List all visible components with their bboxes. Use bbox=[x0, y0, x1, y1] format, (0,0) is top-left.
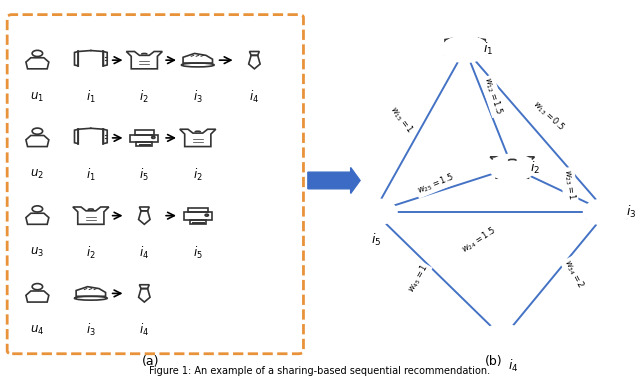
Text: (b): (b) bbox=[484, 355, 502, 369]
Text: $i_4$: $i_4$ bbox=[508, 358, 518, 373]
Text: Figure 1: An example of a sharing-based sequential recommendation.: Figure 1: An example of a sharing-based … bbox=[149, 366, 491, 376]
Text: (a): (a) bbox=[142, 355, 159, 369]
Text: $i_4$: $i_4$ bbox=[140, 322, 149, 338]
Text: $i_4$: $i_4$ bbox=[250, 89, 259, 105]
Text: $i_5$: $i_5$ bbox=[140, 167, 149, 183]
Text: $w_{24}=1.5$: $w_{24}=1.5$ bbox=[460, 224, 499, 256]
Text: $i_1$: $i_1$ bbox=[86, 167, 96, 183]
Text: $w_{34}=2$: $w_{34}=2$ bbox=[561, 257, 587, 291]
Text: $w_{45}=1$: $w_{45}=1$ bbox=[404, 262, 431, 295]
Circle shape bbox=[441, 35, 489, 63]
Circle shape bbox=[488, 153, 536, 181]
Bar bbox=[131, 135, 158, 142]
Text: $i_3$: $i_3$ bbox=[193, 89, 203, 105]
Bar bbox=[357, 208, 391, 217]
Text: $i_3$: $i_3$ bbox=[86, 322, 96, 338]
Text: $u_2$: $u_2$ bbox=[31, 168, 44, 181]
Text: $w_{23}=1$: $w_{23}=1$ bbox=[561, 168, 577, 201]
Circle shape bbox=[479, 324, 527, 352]
Text: $w_{25}=1.5$: $w_{25}=1.5$ bbox=[415, 171, 456, 197]
Text: $i_4$: $i_4$ bbox=[140, 245, 149, 261]
Circle shape bbox=[583, 198, 630, 226]
FancyArrow shape bbox=[308, 167, 360, 194]
Text: $u_3$: $u_3$ bbox=[30, 246, 44, 259]
Circle shape bbox=[350, 198, 398, 226]
Text: $w_{13}=0.5$: $w_{13}=0.5$ bbox=[530, 98, 568, 134]
Bar bbox=[184, 212, 212, 220]
Text: $i_2$: $i_2$ bbox=[193, 167, 203, 183]
Text: $i_3$: $i_3$ bbox=[625, 204, 636, 220]
Text: $i_5$: $i_5$ bbox=[193, 245, 203, 261]
Text: $i_1$: $i_1$ bbox=[483, 41, 493, 57]
Text: $i_2$: $i_2$ bbox=[530, 160, 540, 175]
Text: $w_{15}=1$: $w_{15}=1$ bbox=[387, 103, 416, 136]
Text: $u_4$: $u_4$ bbox=[30, 324, 45, 337]
Text: $w_{12}=1.5$: $w_{12}=1.5$ bbox=[481, 76, 505, 117]
Text: $i_2$: $i_2$ bbox=[140, 89, 149, 105]
Text: $i_5$: $i_5$ bbox=[371, 232, 381, 248]
Text: $i_2$: $i_2$ bbox=[86, 245, 96, 261]
Text: $u_1$: $u_1$ bbox=[31, 91, 44, 104]
Text: $i_1$: $i_1$ bbox=[86, 89, 96, 105]
